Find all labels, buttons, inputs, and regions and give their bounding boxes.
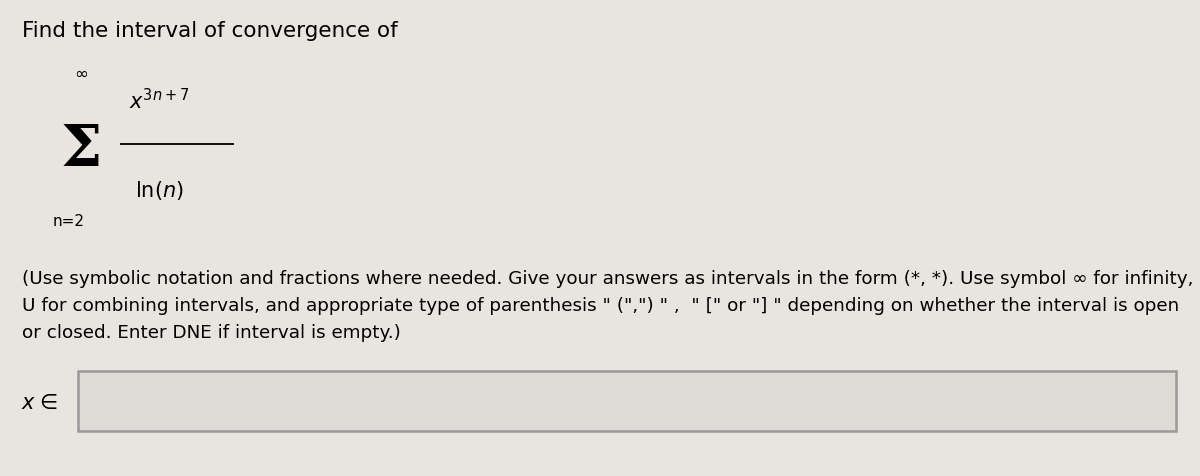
Text: $\mathrm{ln}(n)$: $\mathrm{ln}(n)$ bbox=[136, 179, 184, 202]
Text: Σ: Σ bbox=[61, 122, 102, 178]
Text: ∞: ∞ bbox=[74, 65, 89, 83]
Text: n=2: n=2 bbox=[53, 214, 84, 229]
Text: $x^{3n+7}$: $x^{3n+7}$ bbox=[130, 88, 190, 112]
Text: Find the interval of convergence of: Find the interval of convergence of bbox=[22, 21, 397, 41]
Text: x ∈: x ∈ bbox=[22, 392, 59, 412]
FancyBboxPatch shape bbox=[78, 371, 1176, 431]
Text: (Use symbolic notation and fractions where needed. Give your answers as interval: (Use symbolic notation and fractions whe… bbox=[22, 269, 1193, 341]
